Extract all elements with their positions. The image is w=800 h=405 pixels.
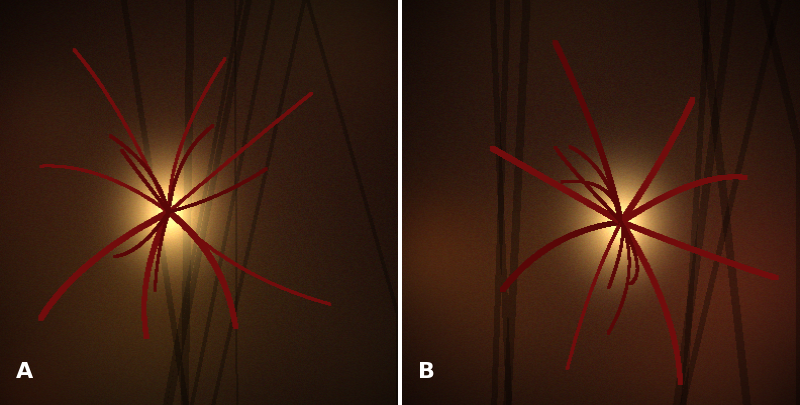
Text: A: A bbox=[16, 361, 33, 381]
Text: B: B bbox=[418, 361, 434, 381]
